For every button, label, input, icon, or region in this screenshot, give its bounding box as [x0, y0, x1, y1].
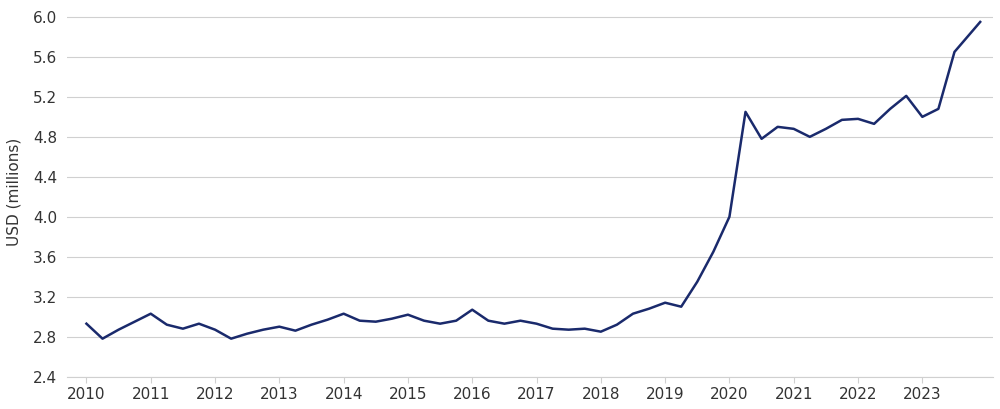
Y-axis label: USD (millions): USD (millions) [7, 138, 22, 246]
